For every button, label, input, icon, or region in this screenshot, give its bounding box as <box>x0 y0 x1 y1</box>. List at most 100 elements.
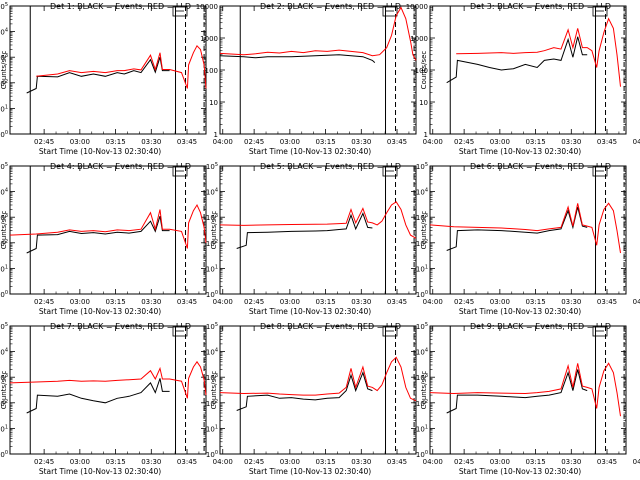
plot-frame <box>219 5 417 135</box>
series-line-lld <box>219 356 417 402</box>
series-line-lld <box>219 201 417 239</box>
x-tick-label: 03:00 <box>490 458 510 466</box>
x-axis-label: Start Time (10-Nov-13 02:30:40) <box>459 307 581 316</box>
x-tick-label: 04:00 <box>423 138 443 146</box>
series-line-lld <box>429 202 621 254</box>
y-axis-label: Counts/sec <box>0 51 8 90</box>
x-tick-label: 03:00 <box>280 138 300 146</box>
x-tick-label: 03:15 <box>105 138 125 146</box>
x-tick-label: 02:45 <box>244 138 264 146</box>
x-tick-label: 03:00 <box>490 138 510 146</box>
y-tick-label: 100 <box>206 450 218 459</box>
x-tick-label: 03:15 <box>315 138 335 146</box>
y-tick-label: 1000 <box>200 35 218 43</box>
x-tick-label: 03:30 <box>561 298 581 306</box>
y-tick-label: 101 <box>0 104 8 113</box>
y-tick-label: 103 <box>0 53 8 62</box>
y-tick-label: 104 <box>206 348 218 357</box>
legend-swatch-icon <box>382 6 398 17</box>
x-tick-label: 03:45 <box>387 298 407 306</box>
y-tick-label: 102 <box>416 399 428 408</box>
chart-panel-2: Det 2: BLACK = Events, RED = LLD Start Ti… <box>196 2 443 156</box>
series-line-events <box>236 371 373 411</box>
x-axis-label: Start Time (10-Nov-13 02:30:40) <box>459 147 581 156</box>
x-tick-label: 03:30 <box>141 458 161 466</box>
chart-title: Det 8: BLACK = Events, RED = LLD <box>260 322 401 331</box>
y-tick-label: 104 <box>416 188 428 197</box>
x-axis-label: Start Time (10-Nov-13 02:30:40) <box>39 467 161 476</box>
legend-swatch-icon <box>592 166 608 177</box>
series-line-events <box>446 36 588 84</box>
y-tick-label: 103 <box>416 213 428 222</box>
x-tick-label: 03:45 <box>387 458 407 466</box>
series-line-lld <box>219 6 417 61</box>
x-axis-label: Start Time (10-Nov-13 02:30:40) <box>249 307 371 316</box>
x-tick-label: 03:45 <box>177 138 197 146</box>
x-tick-label: 03:45 <box>177 458 197 466</box>
y-tick-label: 104 <box>416 348 428 357</box>
x-tick-label: 03:30 <box>351 458 371 466</box>
chart-panel-9: Det 9: BLACK = Events, RED = LLD Counts/s… <box>416 322 640 476</box>
legend-swatch-icon <box>172 166 188 177</box>
plot-frame <box>429 165 627 295</box>
y-tick-label: 1 <box>424 131 428 139</box>
y-tick-label: 100 <box>0 130 8 139</box>
y-tick-label: 100 <box>0 450 8 459</box>
series-line-lld <box>9 360 207 399</box>
chart-title: Det 1: BLACK = Events, RED = LLD <box>50 2 191 11</box>
y-axis-label: Counts/sec <box>210 371 218 410</box>
x-tick-label: 03:30 <box>351 138 371 146</box>
y-tick-label: 10000 <box>196 3 218 11</box>
y-tick-label: 101 <box>416 424 428 433</box>
y-tick-label: 102 <box>416 239 428 248</box>
y-tick-label: 104 <box>0 188 8 197</box>
y-tick-label: 104 <box>0 28 8 37</box>
x-tick-label: 03:00 <box>280 298 300 306</box>
y-tick-label: 103 <box>206 373 218 382</box>
series-line-lld <box>9 203 207 249</box>
y-tick-label: 101 <box>0 264 8 273</box>
legend-swatch-icon <box>382 166 398 177</box>
series-line-lld <box>429 362 621 417</box>
x-tick-label: 03:00 <box>490 298 510 306</box>
chart-title: Det 4: BLACK = Events, RED = LLD <box>50 162 191 171</box>
x-axis-label: Start Time (10-Nov-13 02:30:40) <box>39 147 161 156</box>
y-tick-label: 105 <box>0 2 8 11</box>
x-axis-label: Start Time (10-Nov-13 02:30:40) <box>39 307 161 316</box>
y-axis-label: Counts/sec <box>0 211 8 250</box>
plot-frame <box>9 165 207 295</box>
y-tick-label: 102 <box>206 399 218 408</box>
x-tick-label: 02:45 <box>454 138 474 146</box>
y-tick-label: 10 <box>419 99 428 107</box>
y-tick-label: 101 <box>416 264 428 273</box>
y-tick-label: 105 <box>206 322 218 331</box>
x-tick-label: 04:00 <box>633 138 640 146</box>
y-tick-label: 100 <box>0 290 8 299</box>
y-tick-label: 105 <box>206 162 218 171</box>
x-tick-label: 03:45 <box>597 458 617 466</box>
series-line-events <box>26 215 170 254</box>
x-tick-label: 04:00 <box>213 298 233 306</box>
y-tick-label: 10 <box>209 99 218 107</box>
x-tick-label: 02:45 <box>454 298 474 306</box>
y-axis-label: Counts/sec <box>420 371 428 410</box>
y-tick-label: 100 <box>205 67 218 75</box>
y-tick-label: 101 <box>206 424 218 433</box>
y-tick-label: 103 <box>0 213 8 222</box>
series-line-lld <box>456 17 621 87</box>
x-tick-label: 03:15 <box>105 458 125 466</box>
legend-swatch-icon <box>382 326 398 337</box>
y-tick-label: 10000 <box>406 3 428 11</box>
y-tick-label: 102 <box>0 79 8 88</box>
x-tick-label: 04:00 <box>213 458 233 466</box>
y-tick-label: 105 <box>416 162 428 171</box>
series-line-events <box>236 212 373 249</box>
y-tick-label: 100 <box>416 290 428 299</box>
x-tick-label: 03:15 <box>525 458 545 466</box>
plot-frame <box>219 325 417 455</box>
y-tick-label: 101 <box>0 424 8 433</box>
y-axis-label: Counts/sec <box>420 211 428 250</box>
y-tick-label: 103 <box>206 213 218 222</box>
x-tick-label: 03:45 <box>597 138 617 146</box>
